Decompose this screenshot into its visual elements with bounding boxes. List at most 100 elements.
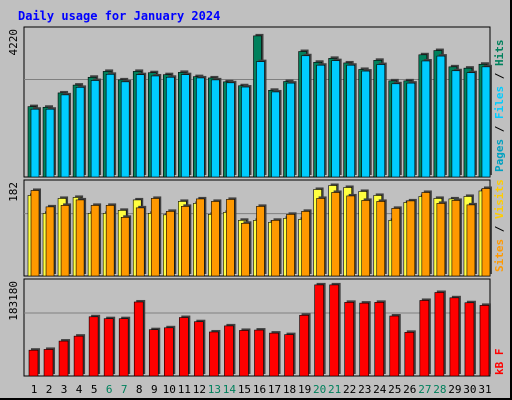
day-label: 8 bbox=[136, 383, 143, 396]
day-label: 31 bbox=[478, 383, 491, 396]
kbytes-bar bbox=[224, 325, 234, 377]
kbytes-bar bbox=[404, 332, 415, 377]
kbytes-bar bbox=[209, 331, 219, 377]
kbytes-bar bbox=[329, 284, 339, 377]
sites-bar bbox=[181, 206, 190, 277]
series-legend-1: Sites / Visits bbox=[493, 179, 506, 272]
day-label: 30 bbox=[463, 383, 476, 396]
kbytes-bar bbox=[133, 301, 144, 377]
sites-bar bbox=[45, 206, 55, 277]
kbytes-bar bbox=[449, 297, 460, 377]
sites-bar bbox=[226, 199, 235, 277]
sites-bar bbox=[301, 211, 310, 277]
kbytes-bar bbox=[344, 302, 354, 377]
kbytes-bar bbox=[239, 330, 249, 377]
kbytes-bar bbox=[314, 284, 324, 377]
day-label: 26 bbox=[403, 383, 416, 396]
day-label: 29 bbox=[448, 383, 461, 396]
sites-bar bbox=[75, 199, 85, 277]
sites-bar bbox=[90, 205, 100, 277]
sites-bar bbox=[105, 205, 115, 277]
sites-bar bbox=[436, 203, 446, 277]
day-label: 28 bbox=[433, 383, 446, 396]
files-bar bbox=[90, 80, 100, 178]
y-max-label-kbytes: 183180 bbox=[7, 281, 20, 321]
files-bar bbox=[301, 55, 310, 178]
kbytes-bar bbox=[269, 332, 279, 377]
files-bar bbox=[241, 86, 250, 178]
files-bar bbox=[316, 64, 325, 178]
legend-part: / bbox=[493, 66, 506, 86]
day-label: 10 bbox=[163, 383, 176, 396]
files-bar bbox=[30, 108, 40, 178]
legend-part: Files bbox=[493, 86, 506, 119]
files-bar bbox=[120, 81, 130, 178]
files-bar bbox=[150, 75, 160, 178]
day-label: 19 bbox=[298, 383, 311, 396]
sites-bar bbox=[286, 214, 295, 277]
sites-bar bbox=[211, 201, 220, 277]
day-label: 12 bbox=[193, 383, 206, 396]
kbytes-bar bbox=[464, 302, 475, 377]
y-max-label-visits-sites: 182 bbox=[7, 182, 20, 202]
day-label: 17 bbox=[268, 383, 281, 396]
sites-bar bbox=[60, 205, 70, 277]
sites-bar bbox=[406, 200, 416, 277]
kbytes-bar bbox=[88, 316, 99, 377]
sites-bar bbox=[256, 206, 265, 277]
files-bar bbox=[256, 61, 265, 178]
files-bar bbox=[436, 55, 446, 178]
files-bar bbox=[196, 77, 205, 178]
kbytes-bar bbox=[254, 329, 264, 377]
sites-bar bbox=[30, 190, 40, 277]
sites-bar bbox=[196, 198, 205, 277]
files-bar bbox=[165, 76, 175, 178]
day-label: 7 bbox=[121, 383, 128, 396]
files-bar bbox=[135, 74, 145, 178]
day-label: 4 bbox=[76, 383, 83, 396]
files-bar bbox=[421, 60, 431, 178]
sites-bar bbox=[466, 204, 476, 277]
kbytes-bar bbox=[163, 327, 174, 377]
files-bar bbox=[211, 79, 220, 178]
files-bar bbox=[451, 70, 461, 178]
legend-part: Hits bbox=[493, 40, 506, 67]
legend-part: Pages bbox=[493, 139, 506, 172]
sites-bar bbox=[481, 188, 491, 277]
files-bar bbox=[376, 64, 386, 178]
day-label: 11 bbox=[178, 383, 191, 396]
legend-part: kB F bbox=[493, 349, 506, 376]
files-bar bbox=[361, 70, 371, 178]
day-label: 18 bbox=[283, 383, 296, 396]
sites-bar bbox=[150, 198, 160, 277]
day-label: 13 bbox=[208, 383, 221, 396]
files-bar bbox=[346, 64, 355, 178]
sites-bar bbox=[120, 217, 130, 277]
files-bar bbox=[331, 60, 340, 178]
files-bar bbox=[181, 74, 190, 178]
y-max-label-hits-files-pages: 4220 bbox=[7, 29, 20, 56]
kbytes-bar bbox=[194, 321, 204, 377]
series-legend-0: Pages / Files / Hits bbox=[493, 40, 506, 173]
sites-bar bbox=[331, 192, 340, 277]
files-bar bbox=[105, 74, 115, 178]
legend-part: / bbox=[493, 119, 506, 139]
day-label: 20 bbox=[313, 383, 326, 396]
sites-bar bbox=[165, 211, 175, 277]
kbytes-bar bbox=[359, 302, 370, 377]
day-label: 25 bbox=[388, 383, 401, 396]
day-label: 9 bbox=[151, 383, 158, 396]
kbytes-bar bbox=[58, 340, 69, 377]
day-label: 15 bbox=[238, 383, 251, 396]
kbytes-bar bbox=[43, 349, 54, 377]
day-label: 6 bbox=[106, 383, 113, 396]
day-label: 22 bbox=[343, 383, 356, 396]
day-label: 1 bbox=[31, 383, 38, 396]
kbytes-bar bbox=[284, 334, 294, 377]
series-legend-2: kB F bbox=[493, 349, 506, 376]
sites-bar bbox=[316, 198, 325, 277]
files-bar bbox=[391, 83, 401, 178]
kbytes-bar bbox=[103, 318, 114, 377]
kbytes-bar bbox=[389, 315, 400, 377]
